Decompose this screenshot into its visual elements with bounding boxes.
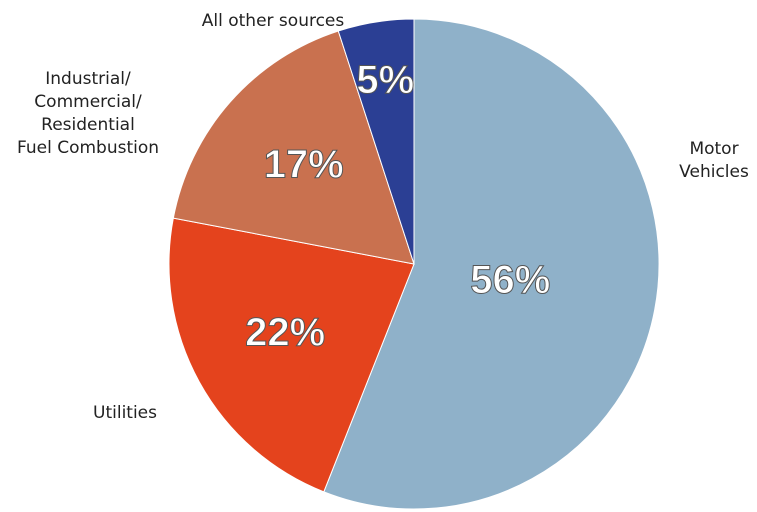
category-label: All other sources — [201, 11, 345, 31]
pie-slice — [172, 30, 415, 265]
value-label: 5% — [356, 58, 414, 102]
pie-slice — [168, 217, 415, 493]
category-label: Industrial/ Commercial/ Residential Fuel… — [16, 69, 160, 158]
pie-slice — [337, 18, 415, 265]
category-label: Motor Vehicles — [679, 139, 749, 182]
value-label: 17% — [264, 142, 344, 186]
pie-slice — [323, 18, 660, 510]
value-label: 56% — [470, 258, 550, 302]
category-label: Utilities — [93, 403, 157, 423]
value-label: 22% — [245, 310, 325, 354]
